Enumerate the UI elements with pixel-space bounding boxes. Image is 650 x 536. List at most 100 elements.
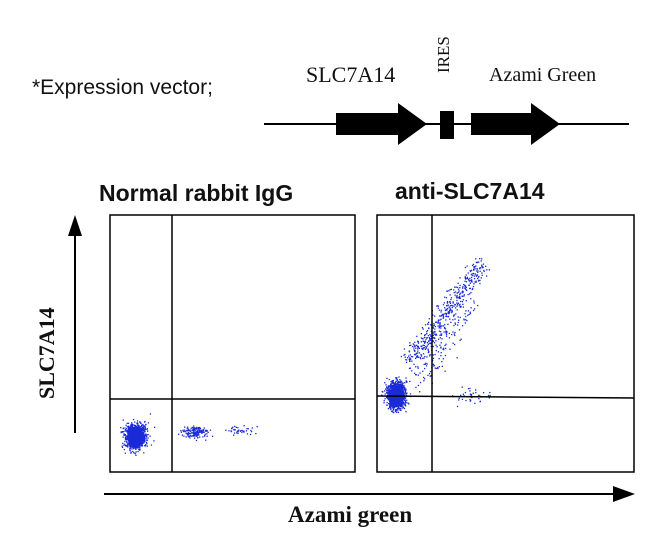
scatter-dot: [459, 303, 461, 305]
scatter-dot: [445, 343, 447, 345]
scatter-dot: [182, 430, 184, 432]
scatter-dot: [130, 426, 132, 428]
scatter-dot: [129, 446, 131, 448]
scatter-dot: [482, 392, 485, 394]
scatter-dot: [469, 398, 471, 401]
scatter-dot: [128, 437, 130, 439]
scatter-dot: [394, 384, 396, 386]
scatter-dot: [144, 420, 146, 423]
scatter-dot: [147, 437, 149, 439]
scatter-dot: [404, 404, 406, 406]
scatter-dot: [450, 298, 452, 301]
scatter-dot: [397, 388, 400, 390]
scatter-dot: [442, 315, 444, 317]
scatter-dot: [388, 399, 390, 401]
scatter-dot: [136, 437, 138, 439]
scatter-dot: [401, 387, 403, 390]
scatter-dot: [137, 444, 139, 446]
scatter-dot: [405, 411, 407, 413]
scatter-dot: [128, 442, 130, 444]
scatter-dot: [141, 445, 143, 447]
scatter-dot: [460, 338, 462, 340]
scatter-dot: [129, 447, 131, 450]
scatter-dot: [131, 432, 134, 434]
scatter-dot: [477, 276, 480, 278]
scatter-dot: [188, 433, 190, 435]
scatter-dot: [439, 337, 441, 339]
scatter-dot: [396, 398, 399, 400]
scatter-dot: [387, 392, 390, 394]
scatter-dot: [437, 321, 439, 323]
scatter-dot: [185, 430, 187, 432]
scatter-dot: [255, 432, 257, 435]
scatter-dot: [448, 337, 451, 339]
scatter-dot: [185, 436, 187, 438]
scatter-dot: [136, 446, 138, 448]
scatter-dot: [128, 445, 130, 447]
scatter-dot: [142, 428, 144, 431]
scatter-dot: [402, 393, 405, 396]
scatter-dot: [476, 270, 478, 272]
scatter-dot: [392, 405, 394, 407]
scatter-dot: [478, 279, 480, 281]
scatter-dot: [425, 338, 427, 340]
scatter-dot: [399, 390, 401, 392]
scatter-dot: [396, 408, 398, 410]
scatter-dot: [425, 362, 427, 364]
left-plot-title: Normal rabbit IgG: [99, 180, 294, 206]
scatter-dot: [129, 440, 131, 442]
scatter-dot: [139, 431, 142, 433]
scatter-dot: [454, 286, 456, 288]
scatter-dot: [470, 292, 472, 294]
scatter-dot: [190, 427, 192, 429]
scatter-dot: [139, 447, 141, 449]
scatter-dot: [472, 285, 475, 288]
scatter-dot: [487, 394, 490, 397]
scatter-dot: [195, 439, 198, 442]
scatter-dot: [476, 274, 479, 276]
scatter-dot: [135, 434, 137, 436]
scatter-dot: [413, 372, 416, 374]
scatter-dot: [444, 344, 446, 347]
scatter-dot: [410, 355, 413, 358]
scatter-dot: [441, 325, 443, 327]
scatter-dot: [192, 433, 195, 435]
scatter-dot: [134, 433, 136, 435]
scatter-dot: [190, 430, 192, 432]
scatter-dot: [438, 330, 441, 332]
scatter-dot: [405, 361, 408, 363]
scatter-dot: [124, 430, 126, 432]
scatter-dot: [127, 434, 130, 437]
scatter-dot: [186, 433, 188, 435]
scatter-dot: [415, 374, 417, 376]
scatter-dot: [388, 403, 390, 405]
scatter-dot: [138, 445, 141, 447]
scatter-dot: [233, 429, 235, 431]
scatter-dot: [142, 441, 144, 443]
scatter-dot: [440, 325, 442, 327]
scatter-dot: [440, 327, 442, 329]
scatter-dot: [469, 400, 471, 402]
scatter-dot: [140, 442, 142, 444]
scatter-dot: [123, 433, 125, 435]
scatter-dot: [127, 428, 130, 430]
scatter-dot: [412, 345, 414, 348]
scatter-dot: [187, 431, 189, 434]
scatter-dot: [433, 337, 435, 339]
scatter-dot: [403, 407, 406, 410]
scatter-dot: [139, 444, 141, 446]
scatter-dot: [415, 357, 417, 359]
left-plot-frame: [109, 214, 356, 473]
scatter-dot: [141, 430, 143, 432]
scatter-dot: [398, 382, 400, 384]
scatter-dot: [428, 318, 430, 320]
scatter-dot: [134, 444, 136, 447]
scatter-dot: [479, 258, 481, 260]
reporter-label: Azami Green: [489, 64, 597, 86]
scatter-dot: [197, 432, 199, 435]
scatter-dot: [466, 276, 468, 279]
scatter-dot: [395, 389, 397, 391]
scatter-dot: [404, 400, 407, 402]
scatter-dot: [448, 301, 451, 303]
scatter-dot: [418, 356, 420, 358]
